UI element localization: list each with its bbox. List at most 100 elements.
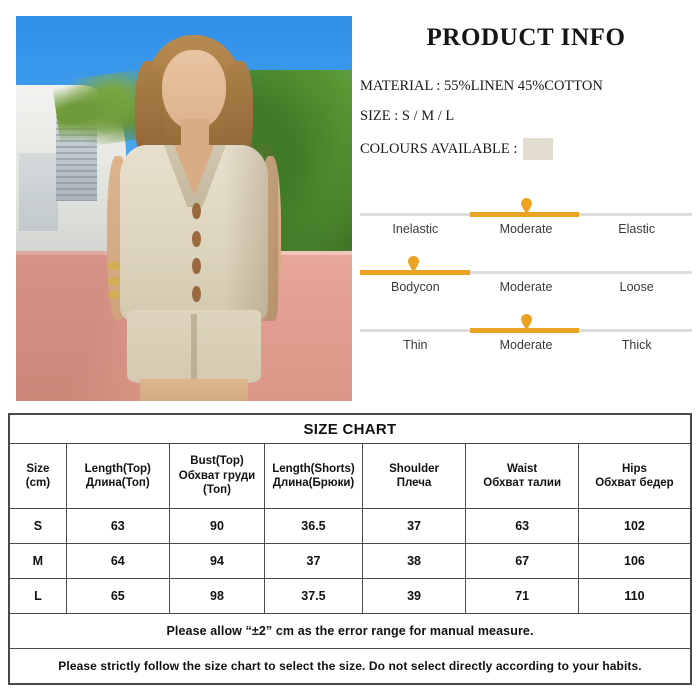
slider-elasticity[interactable]: Inelastic Moderate Elastic <box>360 196 692 254</box>
linen-shorts <box>126 309 262 383</box>
col-header-size: Size (cm) <box>8 443 67 509</box>
cell-hips: 106 <box>577 543 692 579</box>
cell-shoulder: 37 <box>361 508 467 544</box>
slider-fill <box>469 328 580 333</box>
slider-label: Moderate <box>499 280 553 294</box>
table-row: M 64 94 37 38 67 106 <box>8 543 692 579</box>
slider-fit[interactable]: Bodycon Moderate Loose <box>360 254 692 312</box>
cell-shoulder: 38 <box>361 543 467 579</box>
col-header-length-top: Length(Top) Длина(Топ) <box>65 443 170 509</box>
size-chart-section: SIZE CHART Size (cm) Length(Top) Длина(Т… <box>8 413 692 685</box>
col-header-en: Shoulder <box>389 462 439 475</box>
table-row: S 63 90 36.5 37 63 102 <box>8 508 692 544</box>
slider-label: Loose <box>619 280 654 294</box>
size-chart-table: SIZE CHART Size (cm) Length(Top) Длина(Т… <box>8 413 692 685</box>
vest-button <box>192 285 201 302</box>
cell-bust-top: 90 <box>168 508 266 544</box>
material-text: MATERIAL : 55%LINEN 45%COTTON <box>360 78 603 94</box>
slider-marker-icon <box>407 256 419 272</box>
col-header-en: Length(Shorts) <box>272 462 355 475</box>
cell-length-shorts: 37 <box>264 543 363 579</box>
colours-text: COLOURS AVAILABLE : <box>360 140 518 157</box>
cell-size: M <box>8 543 67 579</box>
vest-button <box>192 230 201 247</box>
slider-fill <box>360 270 470 275</box>
slider-label: Inelastic <box>392 222 439 236</box>
model-legs <box>140 379 248 401</box>
cell-size: S <box>8 508 67 544</box>
slider-label: Thick <box>621 338 652 352</box>
size-line: SIZE : S / M / L <box>360 108 692 125</box>
colours-line: COLOURS AVAILABLE : <box>360 138 692 160</box>
cell-hips: 110 <box>577 578 692 614</box>
material-line: MATERIAL : 55%LINEN 45%COTTON <box>360 78 692 95</box>
col-header-en: Hips <box>621 462 647 475</box>
vest-button <box>192 258 201 275</box>
col-header-waist: Waist Обхват талии <box>465 443 579 509</box>
table-row: L 65 98 37.5 39 71 110 <box>8 578 692 614</box>
cell-shoulder: 39 <box>361 578 467 614</box>
cell-bust-top: 94 <box>168 543 266 579</box>
product-info-title: PRODUCT INFO <box>426 24 626 51</box>
col-header-sub: Обхват талии <box>483 477 562 489</box>
col-header-length-shorts: Length(Shorts) Длина(Брюки) <box>264 443 363 509</box>
slider-labels: Bodycon Moderate Loose <box>360 280 692 294</box>
cell-length-top: 65 <box>65 578 170 614</box>
size-chart-header-row: Size (cm) Length(Top) Длина(Топ) Bust(To… <box>8 443 692 509</box>
cell-waist: 71 <box>465 578 579 614</box>
col-header-en: Size <box>26 462 50 475</box>
col-header-shoulder: Shoulder Плеча <box>361 443 467 509</box>
slider-labels: Inelastic Moderate Elastic <box>360 222 692 236</box>
colour-swatch-beige[interactable] <box>523 138 554 160</box>
size-selection-note: Please strictly follow the size chart to… <box>8 648 692 685</box>
col-header-en: Length(Top) <box>84 462 151 475</box>
model-figure <box>106 35 282 401</box>
size-chart-title-row: SIZE CHART <box>8 413 692 444</box>
slider-label: Moderate <box>499 338 553 352</box>
col-header-sub: Длина(Брюки) <box>272 477 355 489</box>
slider-label: Thin <box>403 338 428 352</box>
note-row: Please allow “±2” cm as the error range … <box>8 613 692 649</box>
cell-waist: 67 <box>465 543 579 579</box>
slider-label: Bodycon <box>391 280 440 294</box>
note-row: Please strictly follow the size chart to… <box>8 648 692 685</box>
slider-track <box>360 271 692 274</box>
col-header-hips: Hips Обхват бедер <box>577 443 692 509</box>
product-info-block: PRODUCT INFO MATERIAL : 55%LINEN 45%COTT… <box>360 24 692 173</box>
vest-shadow <box>224 144 279 321</box>
cell-length-top: 64 <box>65 543 170 579</box>
col-header-sub: Длина(Топ) <box>85 477 150 489</box>
col-header-sub: Плеча <box>396 477 432 489</box>
slider-thickness[interactable]: Thin Moderate Thick <box>360 312 692 370</box>
col-header-sub: Обхват груди (Топ) <box>178 469 256 497</box>
cell-hips: 102 <box>577 508 692 544</box>
cell-length-top: 63 <box>65 508 170 544</box>
slider-marker-icon <box>520 314 532 330</box>
slider-label: Elastic <box>618 222 656 236</box>
col-header-bust-top: Bust(Top) Обхват груди (Топ) <box>168 443 266 509</box>
cell-bust-top: 98 <box>168 578 266 614</box>
cell-length-shorts: 36.5 <box>264 508 363 544</box>
col-header-en: Waist <box>507 462 538 475</box>
col-header-en: Bust(Top) <box>190 455 244 468</box>
gold-bangle <box>108 276 131 285</box>
gold-bangle <box>108 291 131 300</box>
slider-fill <box>469 212 580 217</box>
slider-label: Moderate <box>499 222 553 236</box>
size-text: SIZE : S / M / L <box>360 108 455 124</box>
col-header-sub: (cm) <box>25 477 51 489</box>
col-header-sub: Обхват бедер <box>595 477 674 489</box>
slider-marker-icon <box>520 198 532 214</box>
top-section: PRODUCT INFO MATERIAL : 55%LINEN 45%COTT… <box>16 16 692 401</box>
cell-length-shorts: 37.5 <box>264 578 363 614</box>
slider-labels: Thin Moderate Thick <box>360 338 692 352</box>
gold-bangle <box>108 262 131 271</box>
model-face <box>162 49 226 131</box>
product-photo[interactable] <box>16 16 352 401</box>
measure-error-note: Please allow “±2” cm as the error range … <box>8 613 692 649</box>
cell-waist: 63 <box>465 508 579 544</box>
attribute-sliders: Inelastic Moderate Elastic Bodycon Moder… <box>360 196 692 370</box>
cell-size: L <box>8 578 67 614</box>
size-chart-title: SIZE CHART <box>8 413 692 444</box>
